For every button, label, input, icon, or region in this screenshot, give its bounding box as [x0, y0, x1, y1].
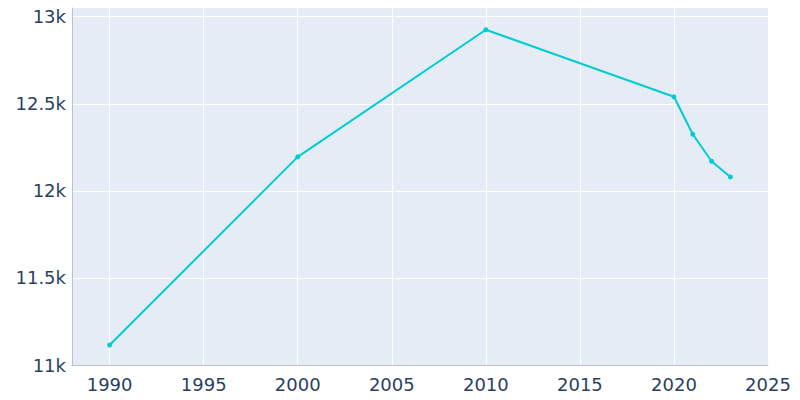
svg-text:11k: 11k [33, 355, 67, 376]
svg-text:2020: 2020 [651, 374, 697, 395]
svg-text:2025: 2025 [745, 374, 791, 395]
svg-text:2005: 2005 [369, 374, 415, 395]
svg-text:1995: 1995 [181, 374, 227, 395]
svg-text:12.5k: 12.5k [15, 93, 66, 114]
svg-text:13k: 13k [33, 6, 67, 27]
svg-text:2015: 2015 [557, 374, 603, 395]
svg-text:11.5k: 11.5k [15, 267, 66, 288]
svg-text:1990: 1990 [87, 374, 133, 395]
svg-text:2010: 2010 [463, 374, 509, 395]
svg-text:2000: 2000 [275, 374, 321, 395]
svg-text:12k: 12k [33, 180, 67, 201]
